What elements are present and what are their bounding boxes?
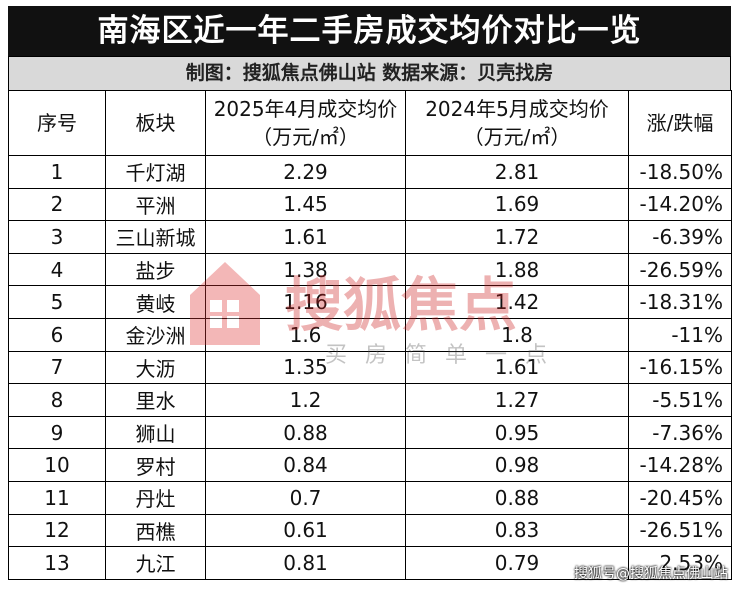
column-header: 板块: [105, 90, 206, 156]
table-cell: 0.84: [205, 448, 406, 482]
table-cell: 4: [8, 252, 106, 287]
table-row: 5 黄岐 1.16 1.42 -18.31%: [8, 285, 732, 319]
table-row: 2 平洲 1.45 1.69 -14.20%: [8, 187, 732, 222]
table-cell: -11%: [628, 317, 732, 352]
table-row: 10 罗村 0.84 0.98 -14.28%: [8, 448, 732, 482]
table-cell: 狮山: [105, 415, 206, 450]
table-cell: 2.29: [205, 155, 406, 189]
table-row: 4 盐步 1.38 1.88 -26.59%: [8, 252, 732, 287]
table-cell: 平洲: [105, 187, 206, 222]
table-cell: 大沥: [105, 350, 206, 385]
table-cell: 1.61: [205, 220, 406, 254]
credit: 搜狐号@搜狐焦点佛山站: [574, 566, 728, 582]
table-cell: 0.61: [205, 513, 406, 548]
table-row: 11 丹灶 0.7 0.88 -20.45%: [8, 480, 732, 515]
header-line: （万元/㎡）: [463, 125, 571, 149]
table-cell: -18.31%: [628, 285, 732, 319]
table-cell: -26.51%: [628, 513, 732, 548]
table-cell: 1.88: [405, 252, 629, 287]
table-cell: 1.38: [205, 252, 406, 287]
table-cell: 0.83: [405, 513, 629, 548]
table-cell: 金沙洲: [105, 317, 206, 352]
table-cell: 7: [8, 350, 106, 385]
table-cell: 10: [8, 448, 106, 482]
table-cell: 0.81: [205, 546, 406, 580]
table-cell: 九江: [105, 546, 206, 580]
subtitle: 制图：搜狐焦点佛山站 数据来源：贝壳找房: [8, 56, 731, 91]
table-cell: 2.81: [405, 155, 629, 189]
table-cell: 千灯湖: [105, 155, 206, 189]
table-row: 1 千灯湖 2.29 2.81 -18.50%: [8, 155, 732, 189]
table-cell: 3: [8, 220, 106, 254]
table-cell: 1.72: [405, 220, 629, 254]
table-cell: 丹灶: [105, 480, 206, 515]
table-cell: 0.88: [205, 415, 406, 450]
table-cell: -16.15%: [628, 350, 732, 385]
table-row: 6 金沙洲 1.6 1.8 -11%: [8, 317, 732, 352]
table-cell: 0.7: [205, 480, 406, 515]
table-row: 12 西樵 0.61 0.83 -26.51%: [8, 513, 732, 548]
header-line: 2025年4月成交均价: [213, 97, 398, 121]
table-cell: -6.39%: [628, 220, 732, 254]
table-cell: 2: [8, 187, 106, 222]
table-cell: 2.53%: [628, 546, 732, 580]
header-line: 序号: [37, 111, 77, 135]
table-cell: 1.27: [405, 383, 629, 417]
table-cell: 11: [8, 480, 106, 515]
header-line: 涨/跌幅: [646, 111, 714, 135]
table-cell: 黄岐: [105, 285, 206, 319]
column-header: 2024年5月成交均价 （万元/㎡）: [405, 90, 629, 156]
table-cell: -14.20%: [628, 187, 732, 222]
table-cell: 1.16: [205, 285, 406, 319]
table-cell: 1.8: [405, 317, 629, 352]
table-row: 13 九江 0.81 0.79 2.53%: [8, 546, 732, 580]
table-cell: 1.6: [205, 317, 406, 352]
header-line: 板块: [135, 111, 176, 135]
table-row: 8 里水 1.2 1.27 -5.51%: [8, 383, 732, 417]
table-cell: 1.2: [205, 383, 406, 417]
header-row: 序号 板块 2025年4月成交均价 （万元/㎡） 2024年5月成交均价 （万元/㎡） 涨/…: [8, 90, 732, 156]
table-cell: 盐步: [105, 252, 206, 287]
table-row: 3 三山新城 1.61 1.72 -6.39%: [8, 220, 732, 254]
header-line: 2024年5月成交均价: [425, 97, 609, 121]
table-cell: 12: [8, 513, 106, 548]
table-row: 9 狮山 0.88 0.95 -7.36%: [8, 415, 732, 450]
price-table: 序号 板块 2025年4月成交均价 （万元/㎡） 2024年5月成交均价 （万元/㎡） 涨/…: [8, 90, 732, 580]
table-cell: 1.35: [205, 350, 406, 385]
table-cell: 0.79: [405, 546, 629, 580]
table-cell: 6: [8, 317, 106, 352]
table-cell: 里水: [105, 383, 206, 417]
table-cell: -5.51%: [628, 383, 732, 417]
table-cell: 13: [8, 546, 106, 580]
table-cell: -18.50%: [628, 155, 732, 189]
table-cell: -14.28%: [628, 448, 732, 482]
table-cell: 9: [8, 415, 106, 450]
table-cell: 0.88: [405, 480, 629, 515]
table-cell: 8: [8, 383, 106, 417]
table-cell: -7.36%: [628, 415, 732, 450]
table-cell: 1.45: [205, 187, 406, 222]
table-cell: 1: [8, 155, 106, 189]
table-body: 1 千灯湖 2.29 2.81 -18.50% 2 平洲 1.45 1.69 -14.20% 3 三山…: [8, 155, 732, 580]
header-line: （万元/㎡）: [252, 125, 359, 149]
table-cell: 0.98: [405, 448, 629, 482]
table-row: 7 大沥 1.35 1.61 -16.15%: [8, 350, 732, 385]
table-cell: 西樵: [105, 513, 206, 548]
table-cell: 1.69: [405, 187, 629, 222]
table-cell: 三山新城: [105, 220, 206, 254]
table-cell: 1.61: [405, 350, 629, 385]
column-header: 2025年4月成交均价 （万元/㎡）: [205, 90, 406, 156]
title: 南海区近一年二手房成交均价对比一览: [8, 6, 731, 56]
table-cell: 罗村: [105, 448, 206, 482]
table-cell: 0.95: [405, 415, 629, 450]
table-cell: -26.59%: [628, 252, 732, 287]
table-cell: -20.45%: [628, 480, 732, 515]
column-header: 序号: [8, 90, 106, 156]
table-cell: 5: [8, 285, 106, 319]
table-cell: 1.42: [405, 285, 629, 319]
column-header: 涨/跌幅: [628, 90, 732, 156]
